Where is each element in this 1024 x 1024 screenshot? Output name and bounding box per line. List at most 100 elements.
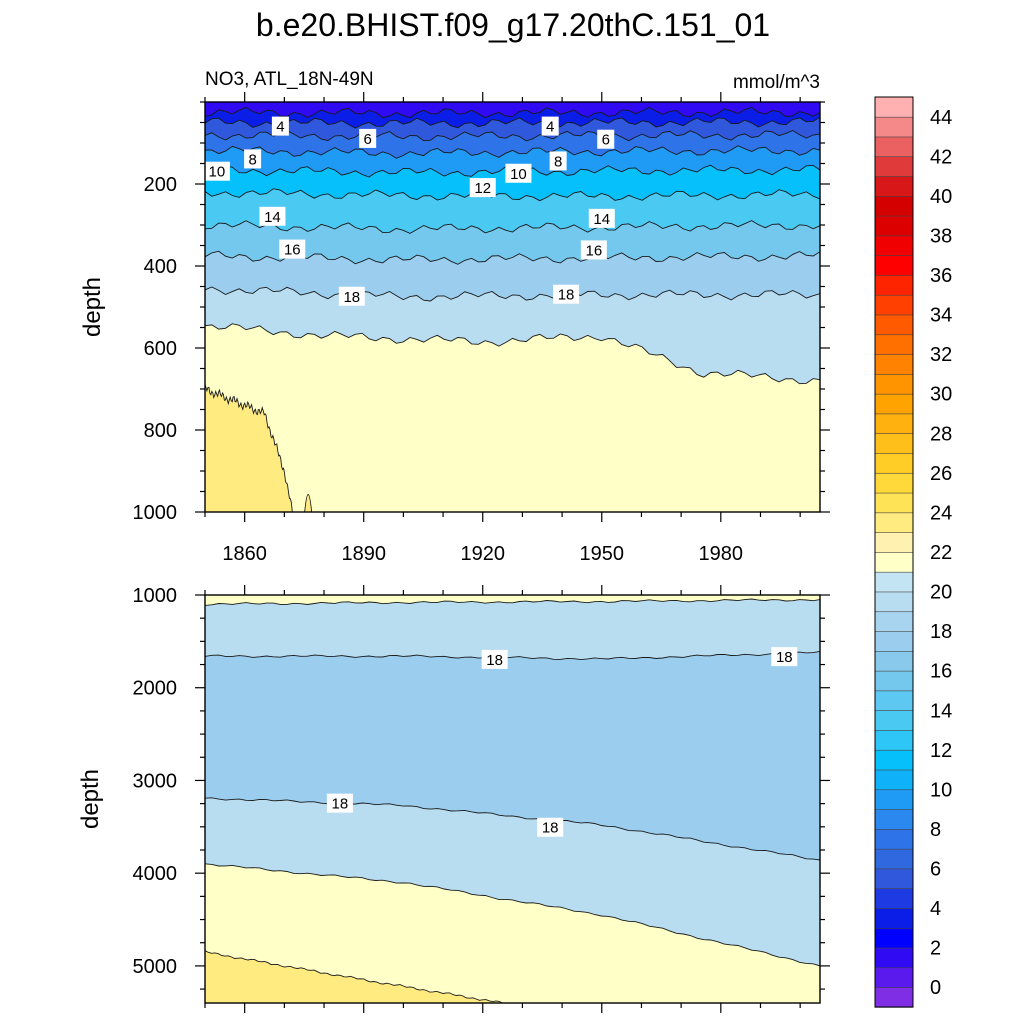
contour-line <box>205 383 293 512</box>
contour-label-box <box>505 163 532 183</box>
contour-label-box <box>271 116 289 136</box>
colorbar-segment <box>874 254 914 276</box>
upper-axis-ticks: 200 400 600 800 1000 1860 1890 1920 1950 1980 <box>133 92 830 565</box>
colorbar-segment <box>874 393 914 415</box>
y-tick-label: 1000 <box>133 502 178 524</box>
contour-label-box <box>469 178 496 198</box>
contour-label-box <box>244 149 262 169</box>
y-tick-label: 800 <box>144 420 177 442</box>
colorbar-label: 28 <box>930 423 952 445</box>
y-tick-label: 200 <box>144 174 177 196</box>
lower-panel: 18 18 18 18 1000 2000 3000 4000 5000 depth <box>77 585 830 1013</box>
contour-label-box <box>359 128 377 148</box>
contour-label-box <box>549 151 567 171</box>
colorbar-segment <box>874 967 914 988</box>
colorbar-segment <box>874 907 914 929</box>
y-tick-label: 5000 <box>133 956 178 978</box>
colorbar-segment <box>874 986 914 1008</box>
colorbar-segment <box>874 808 914 830</box>
contour-label-box <box>588 208 615 228</box>
colorbar-segment <box>874 492 914 514</box>
contour-line <box>205 250 820 265</box>
colorbar-segment <box>874 413 914 435</box>
contour-label: 18 <box>558 287 575 304</box>
colorbar-label: 36 <box>930 265 952 287</box>
colorbar-segment <box>874 769 914 791</box>
colorbar-segment <box>874 551 914 573</box>
contour-label: 12 <box>474 180 491 197</box>
colorbar: 0246810121416182022242628303234363840424… <box>874 96 952 1008</box>
lower-contour-fills <box>205 595 820 1003</box>
colorbar-segment <box>874 947 914 969</box>
contour-line <box>205 129 820 142</box>
colorbar-label: 22 <box>930 542 952 564</box>
upper-contour-fills <box>205 102 820 512</box>
contour-label: 4 <box>276 119 284 136</box>
colorbar-label: 4 <box>930 898 941 920</box>
colorbar-segment <box>874 630 914 652</box>
contour-label: 8 <box>554 153 562 170</box>
contour-line <box>205 106 820 119</box>
contour-label-box <box>259 206 286 226</box>
lower-y-axis-label: depth <box>77 769 104 829</box>
contour-label-box <box>541 116 559 136</box>
y-tick-label: 3000 <box>133 770 178 792</box>
contour-label: 16 <box>585 242 602 259</box>
colorbar-label: 40 <box>930 186 952 208</box>
colorbar-segment <box>874 136 914 158</box>
colorbar-segment <box>874 373 914 395</box>
contour-label-box <box>771 647 798 667</box>
contour-label: 18 <box>332 796 349 813</box>
contour-label: 18 <box>542 820 559 837</box>
y-tick-label: 400 <box>144 256 177 278</box>
contour-label: 6 <box>602 132 610 149</box>
contour-label-box <box>553 284 580 304</box>
colorbar-label: 42 <box>930 146 952 168</box>
colorbar-label: 8 <box>930 819 941 841</box>
contour-line <box>205 863 820 967</box>
contour-label: 18 <box>776 649 793 666</box>
contour-label: 10 <box>510 166 527 183</box>
colorbar-label: 14 <box>930 700 952 722</box>
colorbar-segment <box>874 472 914 494</box>
colorbar-segment <box>874 294 914 316</box>
contour-line <box>205 323 820 385</box>
colorbar-label: 6 <box>930 859 941 881</box>
contour-label: 8 <box>248 151 256 168</box>
variable-label: NO3, ATL_18N-49N <box>205 69 374 90</box>
x-tick-label: 1950 <box>580 543 625 565</box>
colorbar-segment <box>874 571 914 593</box>
colorbar-frame <box>874 96 914 1008</box>
colorbar-segment <box>874 749 914 771</box>
contour-label-box <box>537 817 564 837</box>
chart-title: b.e20.BHIST.f09_g17.20thC.151_01 <box>256 7 770 43</box>
contour-label: 14 <box>264 209 281 226</box>
colorbar-label: 10 <box>930 779 952 801</box>
contour-line <box>205 797 820 861</box>
x-tick-label: 1920 <box>460 543 505 565</box>
colorbar-segment <box>874 650 914 672</box>
contour-label: 10 <box>209 164 226 181</box>
colorbar-segment <box>874 927 914 949</box>
colorbar-segment <box>874 709 914 731</box>
contour-band <box>205 950 503 1003</box>
colorbar-segment <box>874 729 914 751</box>
colorbar-segment <box>874 175 914 197</box>
contour-line <box>304 494 313 512</box>
colorbar-label: 12 <box>930 740 952 762</box>
contour-label-box <box>481 649 508 669</box>
colorbar-segment <box>874 670 914 692</box>
contour-label-box <box>580 240 607 260</box>
colorbar-segment <box>874 888 914 909</box>
colorbar-segment <box>874 611 914 632</box>
colorbar-segment <box>874 156 914 177</box>
y-tick-label: 1000 <box>133 585 178 607</box>
colorbar-label: 32 <box>930 344 952 366</box>
colorbar-segment <box>874 314 914 336</box>
contour-line <box>205 950 503 1003</box>
colorbar-segment <box>874 828 914 850</box>
x-tick-label: 1890 <box>341 543 386 565</box>
contour-label-box <box>203 161 230 181</box>
